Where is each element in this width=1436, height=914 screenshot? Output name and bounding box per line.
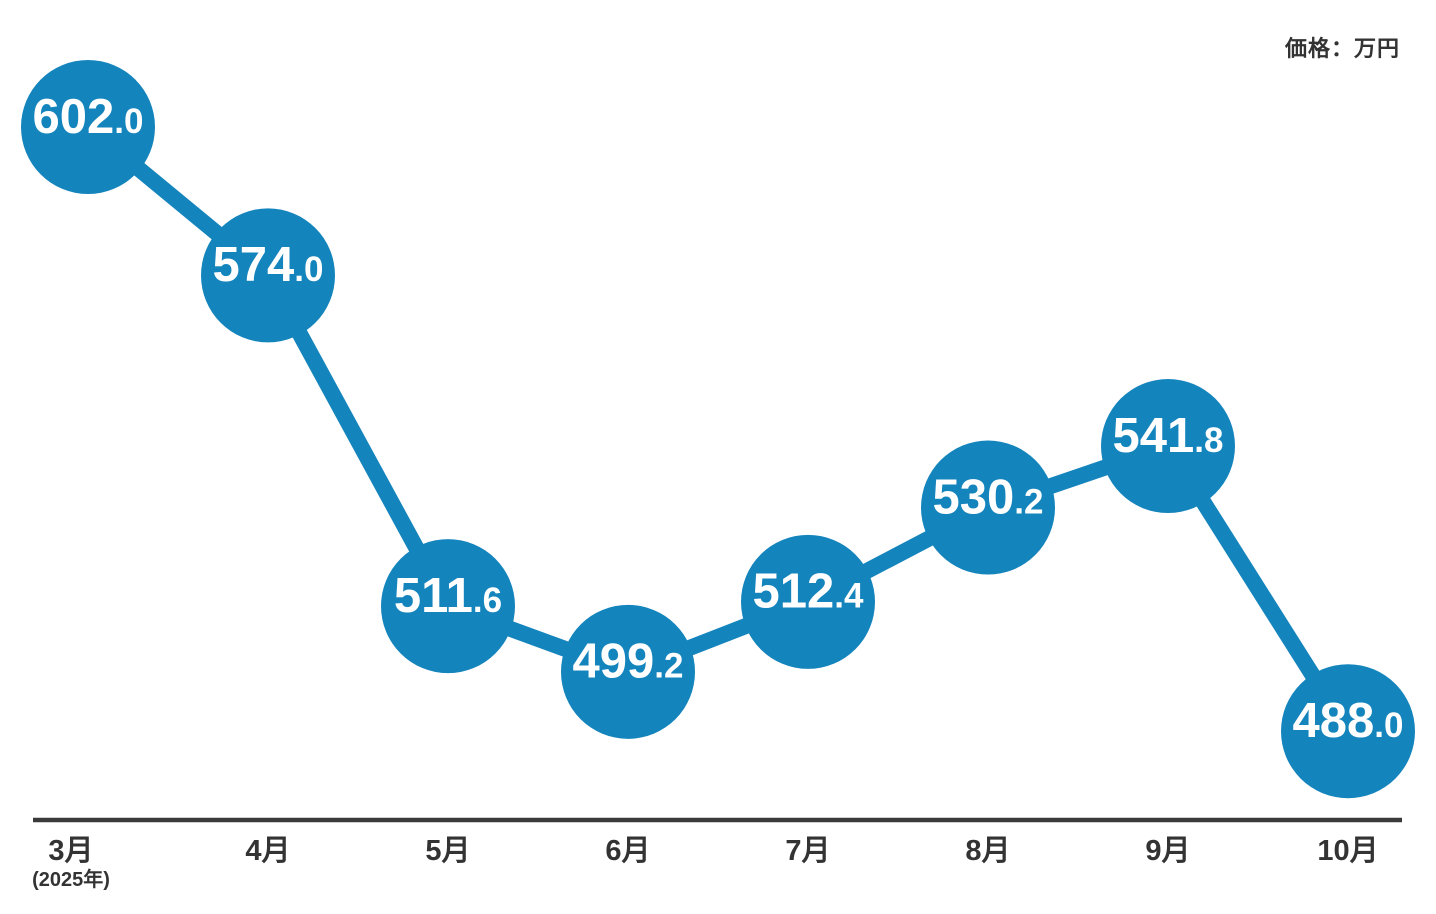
x-axis-label: 4月 — [245, 835, 290, 867]
data-point-value: 602.0 — [33, 90, 144, 144]
data-point-marker — [201, 208, 335, 343]
x-axis-label: 3月 — [48, 835, 93, 867]
data-point-value: 511.6 — [394, 569, 502, 623]
data-point-value: 499.2 — [573, 635, 684, 689]
data-point-marker — [561, 604, 695, 739]
data-point-marker — [1101, 379, 1235, 514]
data-point-marker — [381, 539, 515, 674]
data-point-value: 530.2 — [933, 470, 1044, 524]
data-point-value: 512.4 — [753, 565, 864, 619]
data-point-marker — [741, 534, 875, 669]
data-point-marker — [921, 440, 1055, 575]
x-axis-label: 7月 — [785, 835, 830, 867]
data-point-value: 488.0 — [1293, 694, 1404, 748]
data-point-value: 574.0 — [213, 238, 324, 292]
data-point-value: 541.8 — [1113, 409, 1224, 463]
data-point-marker — [21, 60, 155, 194]
x-axis-label: 8月 — [965, 835, 1010, 867]
chart-unit-label: 価格：万円 — [1284, 36, 1400, 61]
x-axis-label: 5月 — [425, 835, 470, 867]
x-axis-year-sub-label: (2025年) — [32, 867, 110, 891]
x-axis-label: 9月 — [1145, 835, 1190, 867]
x-axis-label: 10月 — [1317, 835, 1378, 867]
x-axis-label: 6月 — [605, 835, 650, 867]
data-point-marker — [1281, 664, 1415, 799]
